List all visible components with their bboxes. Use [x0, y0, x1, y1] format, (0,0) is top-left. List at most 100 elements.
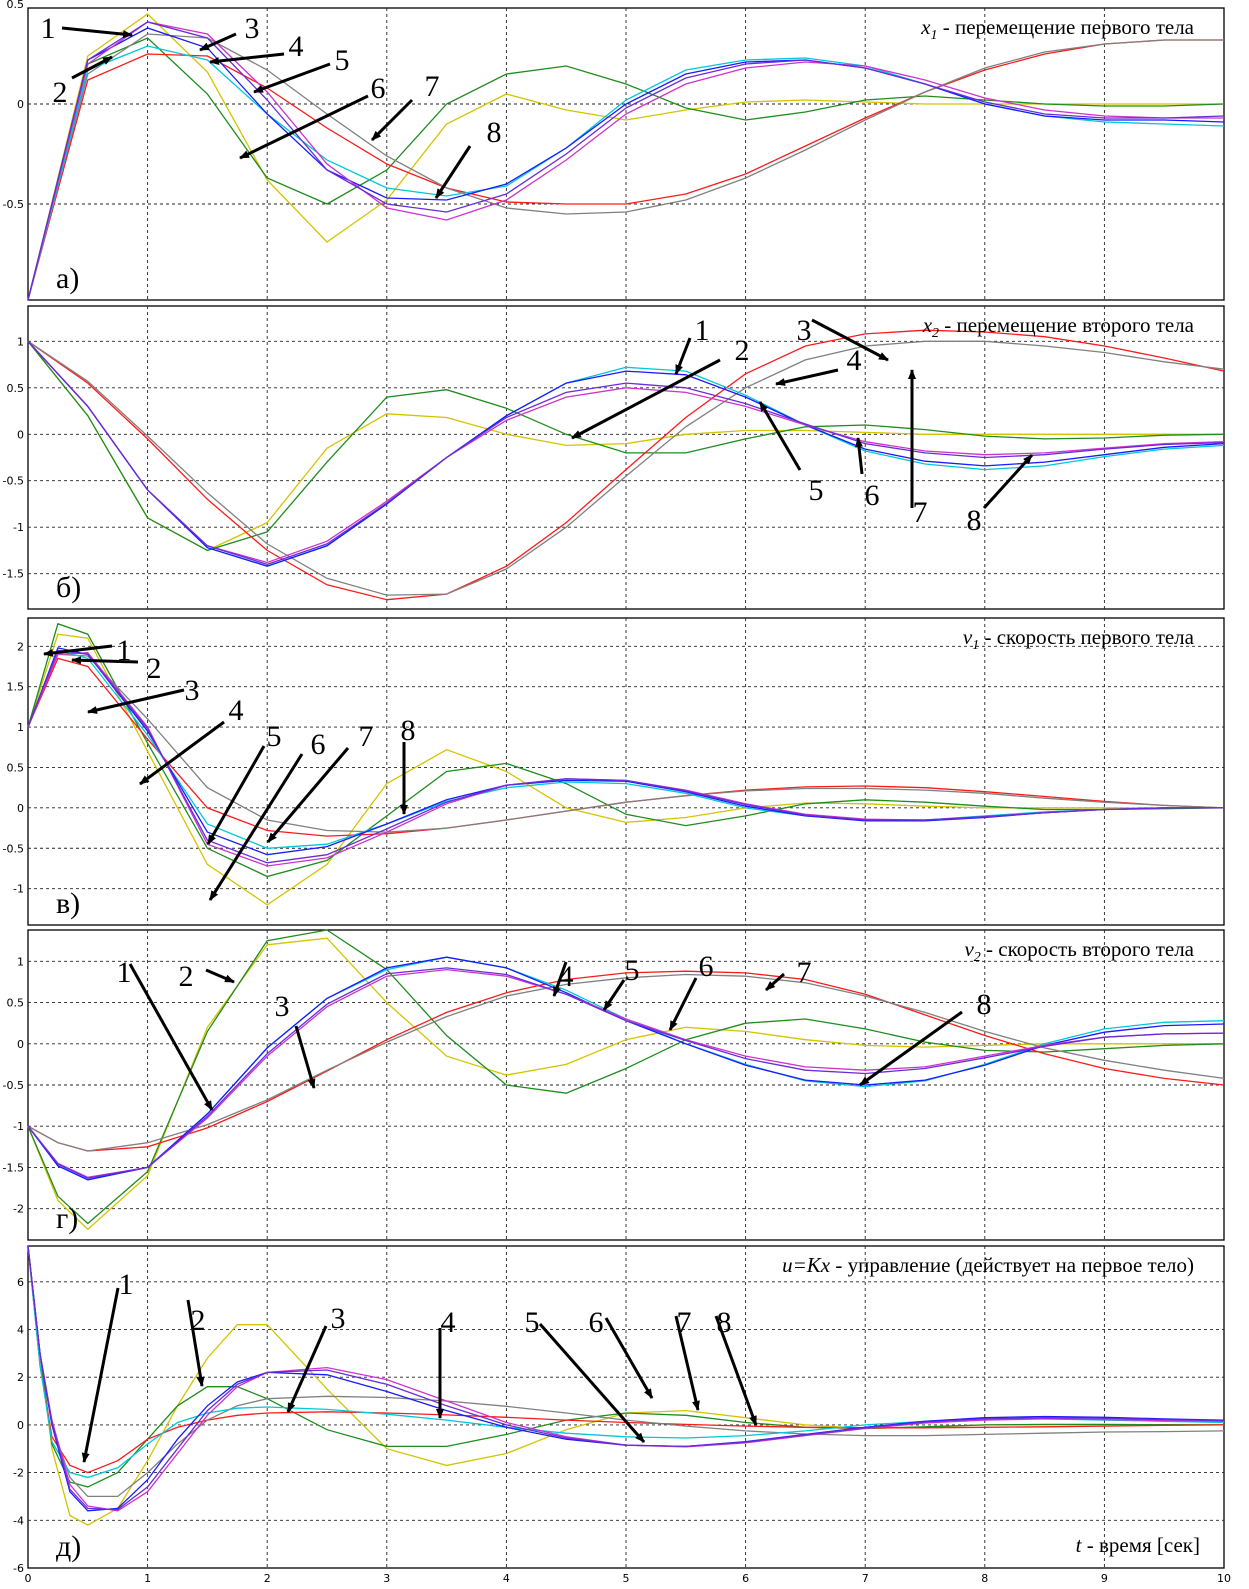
annotation-arrow	[434, 145, 472, 199]
series-line-6	[27, 1245, 1225, 1512]
y-tick-label: 2	[17, 640, 24, 653]
title-subscript: 1	[931, 28, 938, 43]
annotation-number: 1	[117, 956, 132, 989]
x-axis-variable: t	[1076, 1533, 1083, 1557]
annotation-arrow	[239, 94, 369, 160]
title-variable: v	[964, 937, 974, 961]
y-tick-label: 0	[17, 1419, 24, 1432]
annotation-number: 4	[847, 344, 862, 377]
y-tick-label: -6	[13, 1562, 24, 1575]
title-subscript: 1	[972, 638, 979, 653]
annotation-number: 6	[311, 728, 326, 761]
y-tick-label: -0.5	[3, 198, 24, 211]
x-tick-label: 2	[264, 1572, 271, 1585]
series-line-3	[27, 39, 1224, 301]
annotation-number: 8	[967, 504, 982, 537]
y-tick-label: 1	[17, 721, 24, 734]
y-tick-label: -1	[13, 883, 24, 896]
annotation-number: 8	[717, 1306, 732, 1339]
annotation-arrow	[208, 753, 304, 901]
y-tick-label: 6	[17, 1276, 24, 1289]
y-tick-label: -0.5	[3, 1079, 24, 1092]
series-line-6	[27, 27, 1225, 301]
annotation-number: 2	[179, 960, 194, 993]
annotation-number: 8	[401, 714, 416, 747]
series-line-4	[27, 973, 1225, 1152]
panel-title: v2 - скорость второго тела	[964, 937, 1194, 965]
annotation-arrow	[87, 688, 185, 714]
panel-label: а)	[56, 262, 79, 295]
annotation-arrow	[71, 55, 113, 80]
annotation-arrow	[674, 1315, 700, 1411]
x-tick-label: 6	[742, 1572, 749, 1585]
y-tick-label: 0.5	[7, 761, 25, 774]
annotation-arrow	[982, 453, 1034, 510]
annotation-number: 7	[359, 720, 374, 753]
title-text: - перемещение первого тела	[938, 15, 1195, 39]
annotation-number: 5	[335, 44, 350, 77]
series-line-1	[27, 340, 1224, 552]
x-tick-label: 0	[25, 1572, 32, 1585]
x-tick-label: 10	[1217, 1572, 1231, 1585]
y-tick-label: -0.5	[3, 475, 24, 488]
annotation-arrow	[199, 32, 237, 52]
annotation-arrow	[604, 1317, 654, 1399]
annotation-arrow	[674, 337, 692, 375]
y-tick-label: -2	[13, 1467, 24, 1480]
annotation-number: 2	[53, 76, 68, 109]
annotation-number: 1	[119, 1268, 134, 1301]
panel-label: д)	[56, 1530, 81, 1563]
annotation-number: 1	[41, 12, 56, 45]
series-line-2	[27, 622, 1225, 878]
plot-area	[27, 1245, 1225, 1569]
series-line-3	[27, 329, 1225, 601]
annotation-number: 5	[267, 720, 282, 753]
y-tick-label: 1	[17, 335, 24, 348]
y-tick-label: -1.5	[3, 568, 24, 581]
annotation-arrow	[209, 52, 285, 66]
y-tick-label: 0	[17, 98, 24, 111]
y-tick-label: 0.5	[7, 997, 25, 1010]
annotation-arrow	[253, 62, 331, 94]
title-text: - перемещение второго тела	[939, 313, 1195, 337]
title-variable: u=Kx	[782, 1253, 831, 1277]
y-tick-label: 0	[17, 1038, 24, 1051]
y-tick-label: 0.5	[7, 0, 25, 11]
annotation-number: 5	[525, 1306, 540, 1339]
annotation-arrow	[205, 968, 235, 984]
annotation-arrow	[552, 961, 568, 997]
annotation-number: 3	[185, 674, 200, 707]
x-axis-text: - время [сек]	[1081, 1533, 1200, 1557]
annotation-number: 2	[191, 1304, 206, 1337]
series-line-7	[27, 1245, 1225, 1512]
x-tick-label: 5	[623, 1572, 630, 1585]
annotation-number: 7	[797, 956, 812, 989]
annotation-arrow	[128, 963, 214, 1111]
series-line-8	[27, 967, 1225, 1179]
annotation-number: 3	[331, 1302, 346, 1335]
annotation-arrow	[81, 1287, 120, 1463]
y-tick-label: -1	[13, 521, 24, 534]
x-axis-label: t - время [сек]	[1076, 1533, 1200, 1557]
title-text: - управление (действует на первое тело)	[830, 1253, 1194, 1277]
series-line-3	[27, 1245, 1225, 1474]
panel-title: v1 - скорость первого тела	[963, 625, 1195, 653]
annotation-arrow	[286, 1325, 328, 1413]
annotation-arrow	[758, 401, 802, 471]
y-tick-label: -1.5	[3, 1161, 24, 1174]
panel-label: в)	[56, 887, 80, 920]
annotation-arrow	[71, 656, 139, 665]
panel-label: г)	[56, 1202, 78, 1235]
y-tick-label: -4	[13, 1514, 24, 1527]
annotation-number: 4	[559, 960, 574, 993]
y-tick-label: 1.5	[7, 681, 25, 694]
annotation-arrow	[538, 1323, 646, 1443]
x-tick-label: 3	[383, 1572, 390, 1585]
annotation-number: 6	[589, 1306, 604, 1339]
panel-3: -1-0.500.511.52 v1 - скорость первого тел…	[3, 617, 1225, 926]
annotation-number: 6	[865, 479, 880, 512]
annotation-number: 2	[147, 652, 162, 685]
annotation-arrow	[61, 26, 133, 39]
annotation-number: 3	[275, 990, 290, 1023]
